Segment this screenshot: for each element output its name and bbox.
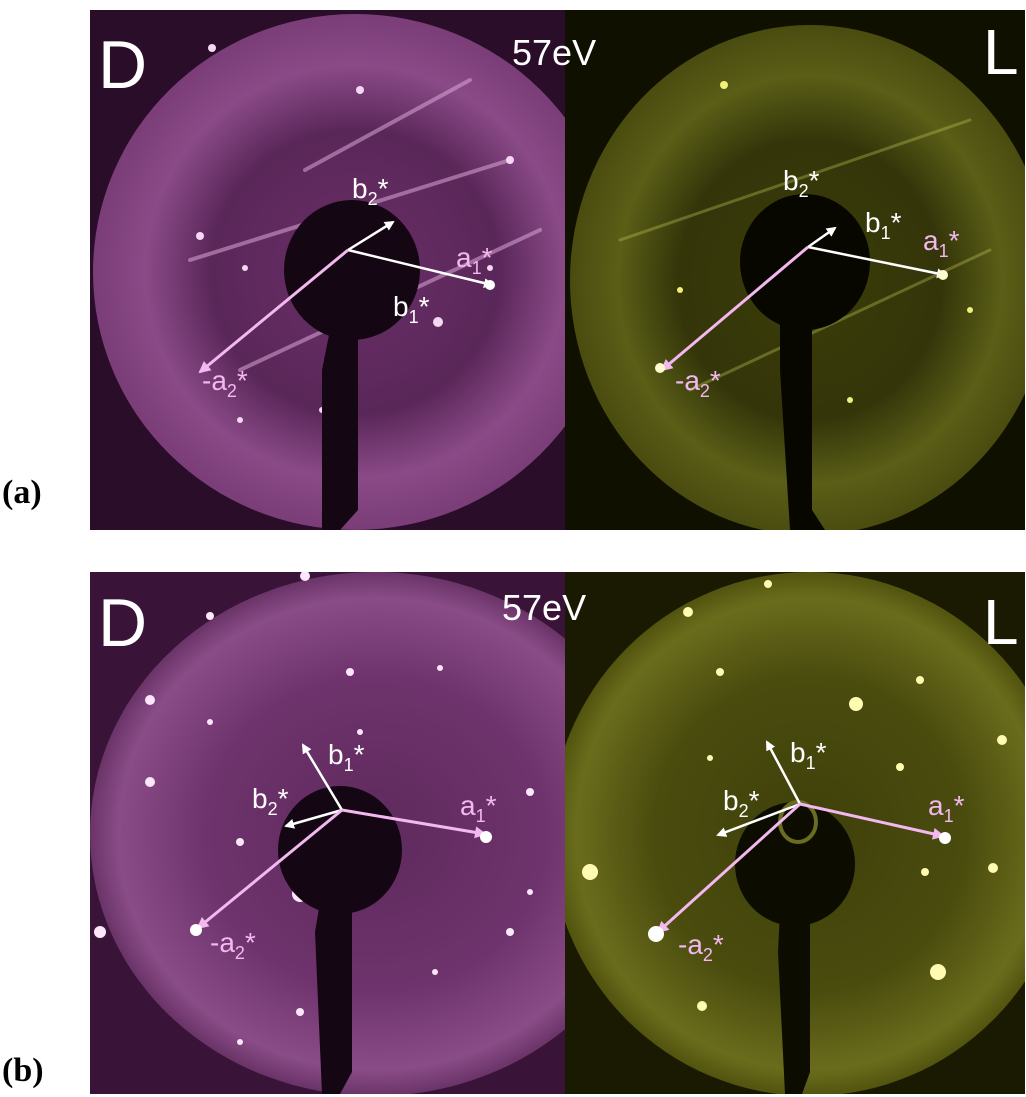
tag-d: D <box>98 27 147 103</box>
label-b2-left: b2* <box>252 783 289 819</box>
spot-minus-a2-right <box>655 363 665 373</box>
vector-b2-left <box>284 808 343 829</box>
label-minus-a2-left: -a2* <box>210 927 256 963</box>
vector-minus-a2-right <box>660 245 809 372</box>
vector-b1-left <box>347 248 494 288</box>
beam-stop-arm-right <box>780 320 825 530</box>
vector-b2-right <box>807 226 837 249</box>
label-a1-right: a1* <box>923 225 960 261</box>
label-minus-a2-right: -a2* <box>675 365 721 401</box>
beam-stop-left <box>278 786 402 914</box>
beam-stop-arm-left <box>322 330 358 530</box>
vector-minus-a2-left <box>198 248 349 374</box>
label-b2-right: b2* <box>783 165 820 201</box>
energy-label: 57eV <box>502 587 586 628</box>
vector-a1-left <box>341 808 487 839</box>
leed-figure-b: D L 57eV b1* b2* a1* -a2* b1* b2* a1* -a… <box>90 572 1025 1094</box>
label-b2-right: b2* <box>723 785 760 821</box>
label-b2-left: b2* <box>352 173 389 209</box>
panel-label-b: (b) <box>2 1052 44 1089</box>
spot-a1-right <box>939 832 951 844</box>
beam-stop-arm-left <box>315 902 352 1094</box>
label-b1-right: b1* <box>790 737 827 773</box>
beam-stop-left <box>284 200 420 340</box>
spot-a1-right <box>938 270 948 280</box>
spot-a1-left <box>485 280 495 290</box>
spot-minus-a2-left <box>190 924 202 936</box>
spot-minus-a2-right <box>648 926 664 942</box>
energy-label: 57eV <box>512 32 596 73</box>
beam-stop-arm-right <box>778 912 810 1094</box>
vector-a1-right <box>799 802 945 840</box>
vector-b2-left <box>347 220 395 252</box>
leed-figure-a: D L 57eV b2* b1* a1* -a2* b2* b1* a1* -a… <box>90 10 1025 530</box>
label-a1-left: a1* <box>460 790 497 826</box>
tag-l: L <box>983 586 1019 658</box>
leed-pattern-a: D L 57eV b2* b1* a1* -a2* b2* b1* a1* -a… <box>90 10 1025 530</box>
diffraction-spots-right <box>677 81 973 483</box>
beam-stop-right <box>740 194 870 330</box>
vector-b1-left <box>301 743 344 811</box>
label-b1-left: b1* <box>328 739 365 775</box>
vector-b1-right <box>807 245 947 279</box>
panel-label-a: (a) <box>2 474 42 511</box>
label-minus-a2-right: -a2* <box>678 929 724 965</box>
vector-b2-right <box>716 802 801 837</box>
label-a1-left: a1* <box>456 242 493 278</box>
label-minus-a2-left: -a2* <box>202 365 248 401</box>
label-a1-right: a1* <box>928 790 965 826</box>
spot-a1-left <box>480 831 492 843</box>
vector-b1-right <box>765 740 802 805</box>
vector-minus-a2-left <box>196 808 343 930</box>
tag-d: D <box>98 585 147 661</box>
label-b1-left: b1* <box>393 291 430 327</box>
tag-l: L <box>983 16 1019 88</box>
label-b1-right: b1* <box>865 207 902 243</box>
beam-stop-right <box>735 802 855 926</box>
vector-minus-a2-right <box>656 802 802 934</box>
leed-pattern-b: D L 57eV b1* b2* a1* -a2* b1* b2* a1* -a… <box>90 572 1025 1094</box>
